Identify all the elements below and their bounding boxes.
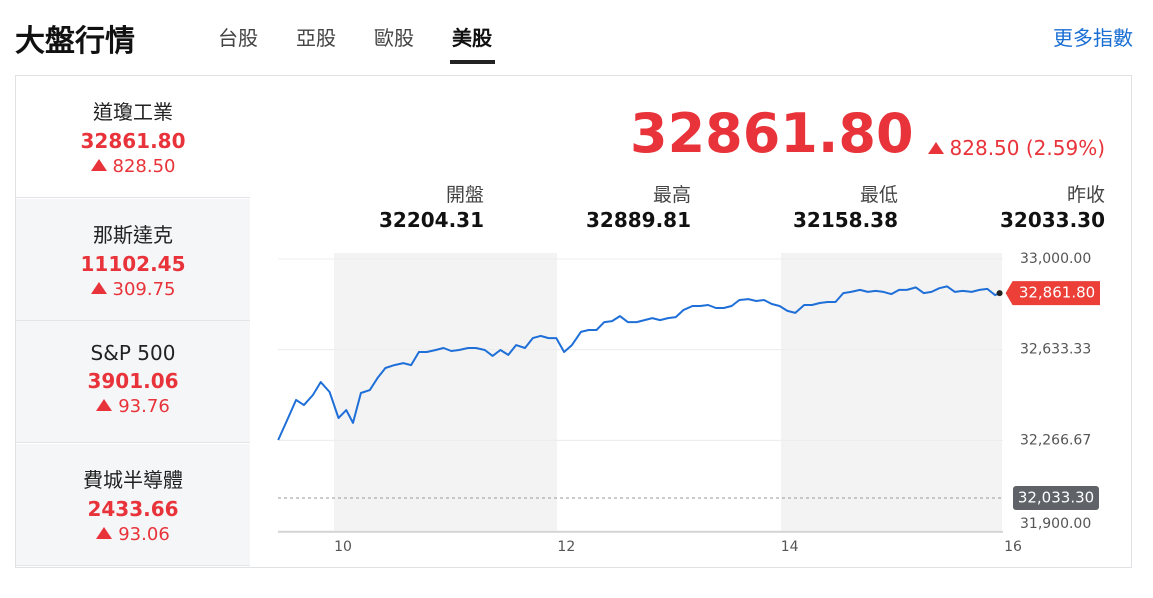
stat-value: 32204.31 (378, 208, 484, 232)
quote-value: 32861.80 (80, 129, 186, 153)
up-arrow (90, 281, 107, 294)
panel (15, 75, 1132, 568)
x-tick-label: 10 (334, 539, 352, 555)
tab[interactable]: 亞股 (296, 26, 336, 50)
quote-name: S&P 500 (90, 341, 176, 365)
change-value: 93.06 (118, 523, 170, 545)
change-text: 828.50 (2.59%) (949, 136, 1105, 160)
y-tick-label: 32,633.33 (1020, 342, 1091, 358)
quote-item[interactable]: 那斯達克 11102.45 309.75 (16, 198, 250, 321)
up-arrow (96, 399, 113, 411)
y-tick-label: 31,900.00 (1020, 516, 1091, 532)
stat-value: 32033.30 (999, 208, 1105, 232)
tab-underline (450, 60, 495, 64)
stat-label: 昨收 (1066, 184, 1105, 206)
quote-name: 道瓊工業 (93, 100, 173, 124)
quote-name: 那斯達克 (93, 222, 173, 247)
up-arrow (90, 159, 107, 171)
up-arrow (927, 142, 944, 154)
change-value: 93.76 (118, 396, 170, 417)
main-change: 828.50 (2.59%) (927, 136, 1105, 160)
stat-label: 最高 (652, 184, 691, 206)
change-value: 309.75 (112, 278, 176, 300)
x-tick-label: 16 (1004, 539, 1022, 555)
quote-value: 2433.66 (87, 496, 179, 521)
quote-item[interactable]: 道瓊工業 32861.80 828.50 (16, 76, 250, 198)
stat-label: 最低 (859, 184, 898, 206)
page-title: 大盤行情 (15, 24, 135, 59)
main-value: 32861.80 (630, 102, 914, 165)
quote-item[interactable]: 費城半導體 2433.66 93.06 (16, 443, 250, 566)
x-tick-label: 14 (781, 539, 799, 555)
current-dot (996, 290, 1003, 297)
y-tick-label: 32,266.67 (1020, 432, 1091, 448)
tab[interactable]: 歐股 (374, 26, 414, 50)
price-line (277, 285, 1000, 441)
quote-value: 11102.45 (80, 251, 186, 276)
session-band (781, 253, 1002, 532)
up-arrow (96, 526, 113, 539)
quote-item[interactable]: S&P 500 3901.06 93.76 (16, 321, 250, 443)
quote-change: 309.75 (16, 279, 250, 300)
reference-label-box (1013, 486, 1099, 511)
quote-change: 93.76 (16, 396, 250, 417)
y-tick-label: 33,000.00 (1020, 251, 1091, 267)
quote-name: 費城半導體 (83, 467, 183, 492)
tab[interactable]: 台股 (218, 26, 258, 50)
stat-label: 開盤 (445, 184, 484, 206)
quote-change: 93.06 (16, 524, 250, 545)
quote-change: 828.50 (16, 156, 250, 177)
reference-label: 32,033.30 (1018, 489, 1094, 507)
tab-active[interactable]: 美股 (452, 26, 492, 50)
change-value: 828.50 (112, 156, 176, 177)
stat-value: 32889.81 (585, 208, 691, 232)
session-band (334, 253, 557, 532)
quote-value: 3901.06 (87, 369, 179, 393)
current-label: 32,861.80 (1019, 284, 1095, 302)
x-tick-label: 12 (557, 539, 575, 555)
more-link[interactable]: 更多指數 (1053, 26, 1133, 50)
stat-value: 32158.38 (792, 208, 898, 232)
current-label-box (1005, 281, 1100, 306)
